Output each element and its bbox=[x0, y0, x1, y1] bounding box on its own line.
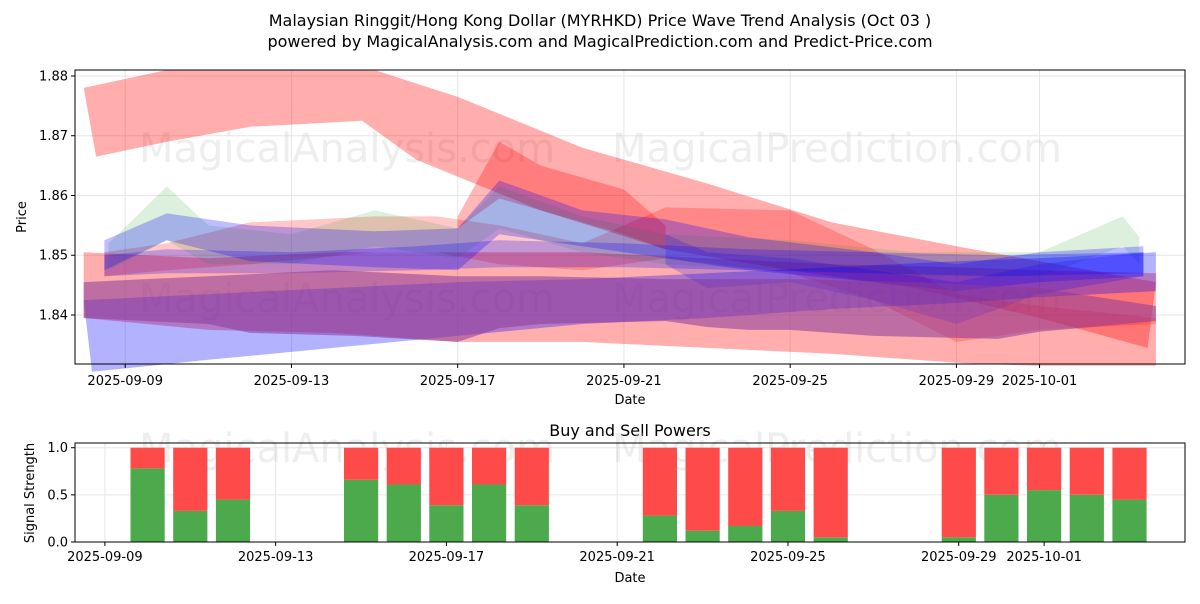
power-y-tick-label: 0.0 bbox=[47, 536, 68, 551]
buy-power-bar bbox=[1069, 494, 1104, 542]
power-x-tick-label: 2025-09-25 bbox=[750, 550, 826, 565]
price-y-tick-label: 1.84 bbox=[39, 309, 68, 324]
sell-power-bar bbox=[1027, 447, 1062, 491]
power-x-tick-label: 2025-10-01 bbox=[1006, 550, 1082, 565]
buy-power-bar bbox=[813, 537, 848, 542]
wave-band-purple bbox=[83, 270, 1156, 342]
sell-power-bar bbox=[386, 447, 421, 485]
buy-power-bar bbox=[173, 510, 208, 542]
sell-power-bar bbox=[130, 447, 165, 469]
price-y-tick-label: 1.85 bbox=[39, 249, 68, 264]
sell-power-bar bbox=[813, 447, 848, 538]
power-y-label: Signal Strength bbox=[23, 443, 38, 543]
sell-power-bar bbox=[1112, 447, 1147, 500]
power-x-label: Date bbox=[614, 571, 645, 586]
buy-power-bar bbox=[429, 505, 464, 542]
buy-power-bar bbox=[130, 468, 165, 542]
buy-power-bar bbox=[941, 537, 976, 542]
wave-band-red bbox=[83, 70, 1156, 348]
power-x-tick-label: 2025-09-13 bbox=[238, 550, 314, 565]
power-x-tick-label: 2025-09-21 bbox=[579, 550, 655, 565]
power-plot-frame bbox=[74, 442, 1186, 543]
buy-power-bar bbox=[215, 499, 251, 542]
price-y-tick-label: 1.87 bbox=[39, 129, 68, 144]
power-x-tick-label: 2025-09-29 bbox=[921, 550, 997, 565]
wave-band-red bbox=[457, 141, 666, 250]
price-x-tick-label: 2025-09-29 bbox=[919, 374, 995, 389]
sell-power-bar bbox=[215, 447, 251, 500]
buy-power-bar bbox=[514, 505, 549, 542]
buy-power-bar bbox=[472, 484, 507, 542]
power-y-tick-label: 1.0 bbox=[47, 441, 68, 456]
buy-power-bar bbox=[642, 515, 677, 542]
title-line-1: Malaysian Ringgit/Hong Kong Dollar (MYRH… bbox=[269, 11, 932, 30]
title-line-2: powered by MagicalAnalysis.com and Magic… bbox=[267, 32, 932, 51]
buy-power-bar bbox=[1027, 490, 1062, 542]
sell-power-bar bbox=[728, 447, 763, 526]
price-x-tick-label: 2025-09-13 bbox=[254, 374, 330, 389]
power-x-tick-label: 2025-09-17 bbox=[409, 550, 485, 565]
sell-power-bar bbox=[472, 447, 507, 485]
sell-power-bar bbox=[642, 447, 677, 516]
sell-power-bar bbox=[984, 447, 1019, 495]
sell-power-bar bbox=[685, 447, 720, 531]
sell-power-bar bbox=[1069, 447, 1104, 495]
buy-power-bar bbox=[770, 510, 806, 542]
price-x-tick-label: 2025-09-21 bbox=[586, 374, 662, 389]
sell-power-bar bbox=[429, 447, 464, 506]
price-x-label: Date bbox=[614, 393, 645, 408]
price-y-tick-label: 1.88 bbox=[39, 69, 68, 84]
buy-power-bar bbox=[386, 484, 421, 542]
price-x-tick-label: 2025-09-25 bbox=[752, 374, 828, 389]
price-x-tick-label: 2025-10-01 bbox=[1002, 374, 1078, 389]
wave-band-blue bbox=[665, 234, 1144, 324]
wave-band-blue bbox=[104, 240, 1144, 277]
price-y-label: Price bbox=[15, 201, 30, 233]
sell-power-bar bbox=[514, 447, 549, 506]
wave-band-blue bbox=[104, 180, 1144, 292]
sell-power-bar bbox=[770, 447, 806, 511]
power-chart: Buy and Sell Powers MagicalAnalysis.com … bbox=[23, 421, 1186, 586]
price-y-tick-label: 1.86 bbox=[39, 189, 68, 204]
buy-power-bar bbox=[728, 526, 763, 542]
watermark-analysis-top: MagicalAnalysis.com bbox=[139, 126, 555, 172]
buy-power-bar bbox=[685, 530, 720, 542]
sell-power-bar bbox=[173, 447, 208, 511]
price-plot-frame bbox=[74, 69, 1186, 365]
sell-power-bar bbox=[344, 447, 379, 480]
price-chart: MagicalAnalysis.com MagicalPrediction.co… bbox=[15, 69, 1186, 408]
power-y-tick-label: 0.5 bbox=[47, 488, 68, 503]
sell-power-bar bbox=[941, 447, 976, 538]
buy-power-bar bbox=[344, 479, 379, 542]
power-x-tick-label: 2025-09-09 bbox=[67, 550, 143, 565]
wave-band-green bbox=[108, 186, 1140, 277]
price-x-tick-label: 2025-09-17 bbox=[420, 374, 496, 389]
watermark-prediction-top: MagicalPrediction.com bbox=[612, 126, 1062, 172]
buy-power-bar bbox=[984, 494, 1019, 542]
buy-power-bar bbox=[1112, 499, 1147, 542]
price-x-tick-label: 2025-09-09 bbox=[87, 374, 163, 389]
power-chart-title: Buy and Sell Powers bbox=[549, 421, 711, 440]
